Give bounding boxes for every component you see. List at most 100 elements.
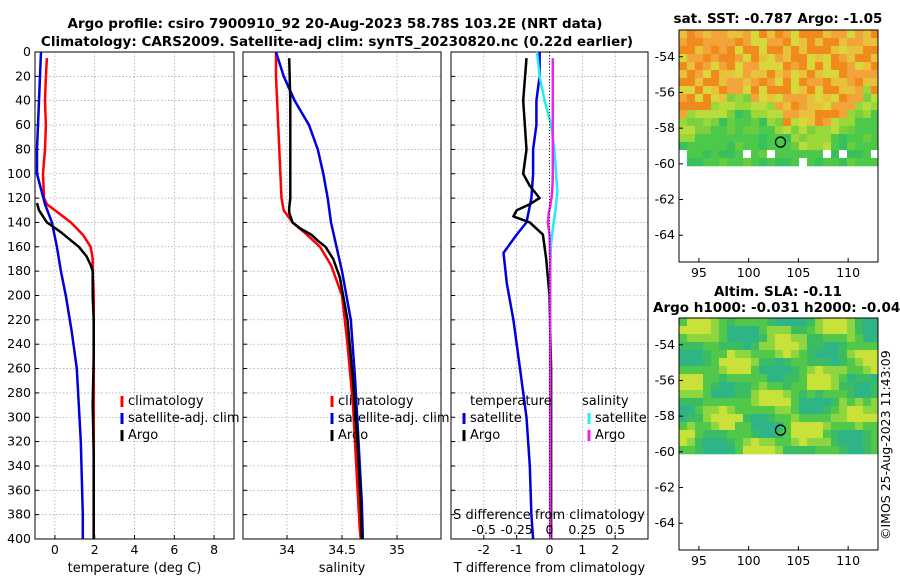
map-cell bbox=[759, 334, 768, 343]
map-cell bbox=[839, 86, 848, 95]
y-tick-label: 80 bbox=[15, 141, 31, 156]
legend-label: Argo bbox=[595, 428, 625, 443]
map-cell bbox=[823, 150, 832, 159]
map-cell bbox=[703, 326, 712, 335]
map-cell bbox=[727, 366, 736, 375]
map-cell bbox=[759, 126, 768, 135]
map-cell bbox=[863, 78, 872, 87]
x-tick-label: 1 bbox=[578, 542, 586, 557]
map-cell bbox=[759, 150, 768, 159]
map-cell bbox=[775, 382, 784, 391]
map-cell bbox=[767, 414, 776, 423]
map-cell bbox=[823, 446, 832, 455]
x-tick-label: 35 bbox=[389, 542, 405, 557]
map-cell bbox=[719, 46, 728, 55]
map-cell bbox=[831, 134, 840, 143]
map-cell bbox=[679, 142, 688, 151]
map-cell bbox=[815, 102, 824, 111]
map-cell bbox=[767, 438, 776, 447]
map-cell bbox=[759, 342, 768, 351]
map-frame bbox=[678, 29, 879, 263]
map-cell bbox=[847, 46, 856, 55]
series-line-salinity-satellite bbox=[535, 52, 559, 539]
map-cell bbox=[703, 374, 712, 383]
map-cell bbox=[783, 358, 792, 367]
map-cell bbox=[831, 158, 840, 167]
map-cell bbox=[823, 366, 832, 375]
map-cell bbox=[791, 430, 800, 439]
map-cell bbox=[847, 438, 856, 447]
map-cell bbox=[687, 382, 696, 391]
map-cell bbox=[863, 86, 872, 95]
map-cell bbox=[847, 446, 856, 455]
map-cell bbox=[759, 86, 768, 95]
map-y-tick-label: -56 bbox=[655, 372, 675, 387]
map-cell bbox=[839, 358, 848, 367]
map-cell bbox=[751, 318, 760, 327]
map-cell bbox=[775, 438, 784, 447]
map-cell bbox=[679, 110, 688, 119]
legend-label: Argo bbox=[128, 428, 158, 443]
map-cell bbox=[687, 30, 696, 39]
map-cell bbox=[735, 102, 744, 111]
map-cell bbox=[759, 142, 768, 151]
map-cell bbox=[679, 446, 688, 455]
map-cell bbox=[711, 46, 720, 55]
map-cell bbox=[791, 438, 800, 447]
map-x-tick-label: 110 bbox=[836, 265, 860, 280]
map-cell bbox=[711, 62, 720, 71]
map-cell bbox=[743, 342, 752, 351]
map-cell bbox=[743, 414, 752, 423]
map-cell bbox=[687, 94, 696, 103]
map-cell bbox=[751, 350, 760, 359]
map-cell bbox=[863, 382, 872, 391]
y-tick-label: 340 bbox=[7, 458, 31, 473]
map-cell bbox=[759, 326, 768, 335]
map-cell bbox=[767, 326, 776, 335]
map-cell bbox=[687, 150, 696, 159]
map-cell bbox=[807, 118, 816, 127]
map-cell bbox=[839, 110, 848, 119]
map-cell bbox=[807, 366, 816, 375]
map-cell bbox=[855, 342, 864, 351]
map-cell bbox=[679, 158, 688, 167]
map-x-tick-label: 105 bbox=[786, 553, 810, 568]
map-cell bbox=[871, 46, 878, 55]
map-cell bbox=[775, 430, 784, 439]
map-cell bbox=[847, 390, 856, 399]
map-cell bbox=[815, 318, 824, 327]
map-cell bbox=[871, 110, 878, 119]
map-cell bbox=[847, 158, 856, 167]
x-tick-label: 0 bbox=[546, 542, 554, 557]
map-cell bbox=[759, 318, 768, 327]
map-cell bbox=[727, 374, 736, 383]
map-cell bbox=[783, 94, 792, 103]
map-cell bbox=[831, 390, 840, 399]
map-cell bbox=[823, 334, 832, 343]
map-cell bbox=[679, 422, 688, 431]
map-cell bbox=[815, 430, 824, 439]
map-cell bbox=[751, 110, 760, 119]
map-cell bbox=[863, 150, 872, 159]
map-cell bbox=[839, 334, 848, 343]
map-cell bbox=[855, 158, 864, 167]
map-cell bbox=[695, 62, 704, 71]
map-cell bbox=[831, 430, 840, 439]
map-cell bbox=[687, 414, 696, 423]
map-cell bbox=[847, 94, 856, 103]
map-cell bbox=[775, 86, 784, 95]
map-cell bbox=[679, 118, 688, 127]
map-cell bbox=[679, 318, 688, 327]
map-cell bbox=[799, 94, 808, 103]
map-cell bbox=[831, 54, 840, 63]
map-cell bbox=[863, 430, 872, 439]
map-cell bbox=[799, 142, 808, 151]
map-cell bbox=[687, 86, 696, 95]
map-cell bbox=[831, 382, 840, 391]
map-cell bbox=[847, 430, 856, 439]
map-cell bbox=[695, 94, 704, 103]
series-line-temperature-satellite bbox=[502, 52, 541, 539]
map-cell bbox=[703, 334, 712, 343]
map-cell bbox=[863, 102, 872, 111]
map-cell bbox=[847, 38, 856, 47]
